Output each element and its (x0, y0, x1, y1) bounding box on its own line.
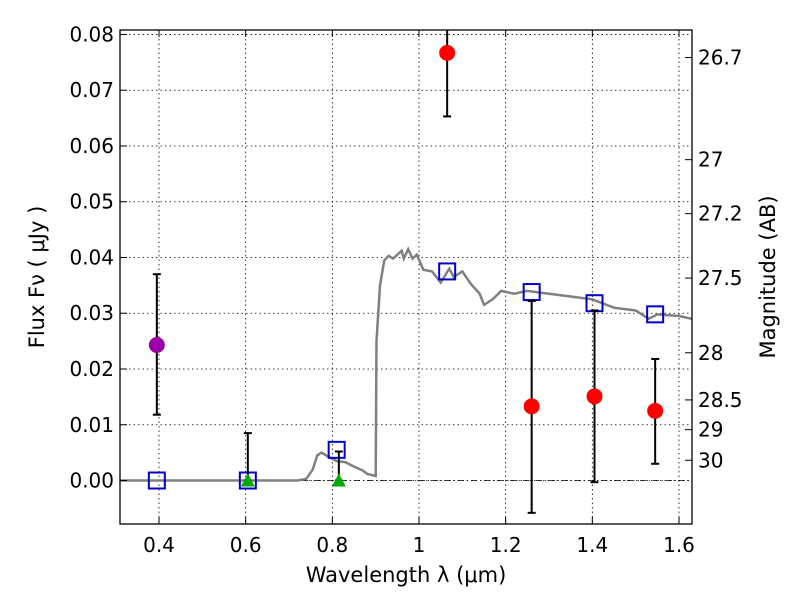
y-tick-label: 0.04 (69, 245, 114, 269)
magnitude-tick-label: 27 (698, 148, 723, 172)
model-band-flux-point (147, 471, 166, 490)
observed-upper-limit-point (331, 473, 346, 487)
y-tick-label: 0.05 (69, 190, 114, 214)
y-tick-label: 0.01 (69, 413, 114, 437)
model-band-flux-point (646, 305, 665, 324)
tick-layer: 0.4 0.6 0.8 1 1.2 1.4 1.6 0.00 0.01 0.02 0.03 0.04 0… (69, 22, 742, 557)
x-tick-label: 1 (413, 533, 426, 557)
y-tick-label: 0.06 (69, 134, 114, 158)
right-y-axis-title: Magnitude (AB) (756, 195, 780, 358)
y-tick-label: 0.07 (69, 78, 114, 102)
y-tick-label: 0.08 (69, 22, 114, 46)
y-tick-label: 0.02 (69, 357, 114, 381)
observed-upper-limit-point (240, 473, 255, 487)
plot-frame (119, 29, 693, 525)
x-tick-label: 1.2 (490, 533, 522, 557)
magnitude-tick-label: 30 (698, 448, 723, 472)
observed-flux-point (148, 337, 165, 354)
x-tick-label: 0.4 (143, 533, 175, 557)
x-tick-label: 1.4 (576, 533, 608, 557)
magnitude-tick-label: 28 (698, 341, 723, 365)
y-tick-label: 0.00 (69, 469, 114, 493)
observed-flux-point (586, 388, 603, 405)
magnitude-tick-label: 29 (698, 418, 723, 442)
x-tick-label: 1.6 (663, 533, 695, 557)
magnitude-tick-label: 28.5 (698, 388, 743, 412)
observed-flux-point (439, 44, 456, 61)
magnitude-tick-label: 26.7 (698, 46, 743, 70)
model-band-flux-point (327, 440, 346, 459)
y-tick-label: 0.03 (69, 301, 114, 325)
magnitude-tick-label: 27.2 (698, 202, 743, 226)
series-layer (120, 30, 693, 514)
observed-flux-point (647, 402, 664, 419)
grid-layer (120, 30, 692, 524)
model-band-flux-point (438, 262, 457, 281)
x-axis-title: Wavelength λ (μm) (306, 563, 507, 587)
x-tick-label: 0.8 (316, 533, 348, 557)
y-axis-title: Flux Fν ( μJy ) (25, 206, 49, 349)
observed-flux-point (523, 398, 540, 415)
x-tick-label: 0.6 (230, 533, 262, 557)
model-sed-line (120, 246, 693, 482)
magnitude-tick-label: 27.5 (698, 266, 743, 290)
